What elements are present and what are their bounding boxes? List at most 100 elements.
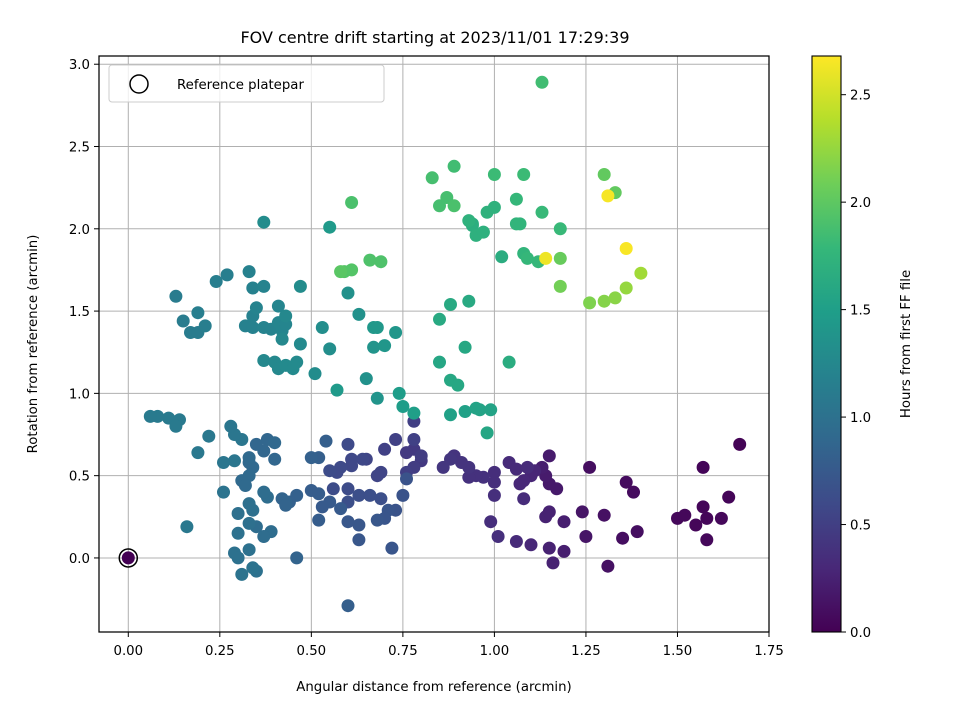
data-point [696, 500, 710, 514]
data-point [176, 314, 190, 328]
data-point [367, 340, 381, 354]
data-point [290, 551, 304, 565]
data-point [169, 289, 183, 303]
data-point [579, 530, 593, 543]
data-point [345, 459, 359, 473]
colorbar-gradient [812, 56, 841, 632]
reference-point [118, 548, 139, 568]
data-point [257, 215, 271, 229]
data-point [513, 217, 527, 231]
data-point [249, 437, 263, 451]
data-point [385, 541, 399, 555]
data-point [539, 251, 553, 265]
y-axis-label: Rotation from reference (arcmin) [26, 235, 41, 454]
data-point [246, 281, 260, 295]
data-point [400, 446, 413, 460]
data-point [374, 492, 388, 506]
data-point [458, 405, 472, 418]
data-point [293, 279, 307, 293]
data-point [198, 319, 212, 333]
data-point [249, 301, 263, 315]
data-point [502, 355, 516, 369]
data-point [696, 460, 710, 474]
y-tick-label: 2.0 [69, 223, 90, 238]
x-tick-label: 0.50 [297, 644, 327, 659]
data-point [396, 488, 410, 502]
data-point [392, 386, 406, 400]
data-point [520, 251, 534, 265]
data-point [242, 451, 256, 465]
data-point [619, 242, 633, 255]
data-point [616, 531, 630, 545]
data-point [202, 429, 216, 443]
data-point [509, 462, 523, 476]
data-point [634, 266, 648, 280]
data-point [231, 551, 245, 565]
data-point [268, 452, 282, 466]
data-point [304, 451, 318, 465]
data-point [517, 168, 531, 181]
y-tick-label: 2.5 [69, 141, 90, 156]
reference-marker [118, 548, 139, 568]
data-point [509, 535, 523, 548]
data-point [308, 367, 322, 381]
colorbar-tick-label: 1.5 [850, 304, 871, 319]
y-axis: 0.0 0.5 1.0 1.5 2.0 2.5 3.0 [69, 58, 99, 567]
data-point [363, 488, 377, 502]
data-point [246, 561, 260, 575]
data-point [433, 312, 446, 326]
data-point [217, 485, 230, 499]
data-point [553, 222, 567, 236]
data-point [326, 482, 340, 496]
y-tick-label: 3.0 [69, 58, 90, 73]
colorbar-label: Hours from first FF file [899, 270, 914, 418]
data-point [487, 200, 501, 214]
data-point [363, 253, 377, 267]
data-point [359, 372, 373, 386]
data-point [407, 406, 421, 420]
legend: Reference platepar [108, 64, 385, 103]
data-point [330, 383, 344, 397]
data-point [608, 291, 622, 305]
data-point [238, 479, 252, 492]
plot-area [98, 55, 770, 633]
colorbar-tick-label: 0.0 [850, 626, 871, 641]
data-point [597, 168, 611, 181]
data-point [242, 497, 256, 511]
data-point [228, 454, 241, 468]
data-point [224, 419, 238, 433]
data-point [378, 442, 392, 456]
data-point [169, 419, 183, 433]
data-point [517, 492, 531, 506]
data-point [619, 475, 633, 489]
data-point [191, 446, 205, 460]
y-tick-label: 1.0 [69, 387, 90, 402]
data-point [476, 225, 490, 239]
data-point [553, 251, 567, 265]
data-point [242, 543, 256, 557]
y-tick-label: 1.5 [69, 305, 90, 320]
data-point [345, 263, 359, 277]
y-tick-label: 0.5 [69, 470, 90, 485]
data-point [293, 337, 307, 351]
data-point [341, 515, 355, 529]
data-point [304, 484, 318, 497]
x-tick-label: 0.75 [388, 644, 418, 659]
data-point [341, 599, 355, 613]
x-tick-label: 1.50 [663, 644, 693, 659]
data-point [722, 490, 736, 504]
data-point [217, 456, 230, 469]
scatter-points [121, 75, 747, 613]
data-point [374, 255, 388, 269]
data-point [356, 452, 370, 466]
data-point [480, 426, 494, 440]
data-point [414, 449, 428, 463]
colorbar: 0.0 0.5 1.0 1.5 2.0 2.5 Hours from first FF f… [811, 55, 914, 641]
x-axis-label: Angular distance from reference (arcmin) [296, 680, 571, 695]
data-point [352, 307, 366, 321]
data-point [389, 326, 403, 339]
data-point [279, 498, 293, 512]
data-point [487, 168, 501, 181]
data-point [487, 465, 501, 479]
